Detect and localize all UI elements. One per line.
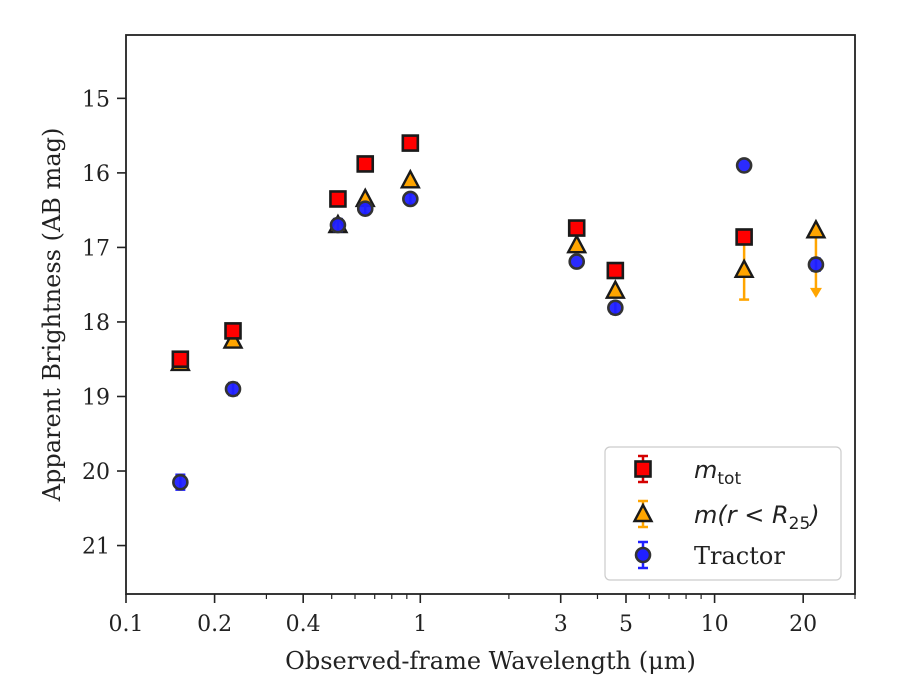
data-point <box>356 200 374 217</box>
x-tick-label: 5 <box>619 612 633 637</box>
data-point <box>567 219 586 237</box>
data-point <box>224 380 242 398</box>
data-point <box>401 134 420 152</box>
y-axis-title: Apparent Brightness (AB mag) <box>38 128 66 503</box>
legend-label: Tractor <box>694 542 785 570</box>
data-point <box>568 253 586 270</box>
y-tick-label: 19 <box>82 385 110 410</box>
y-axis-ticks: 15 16 17 18 19 20 21 <box>82 87 126 560</box>
plot-frame <box>125 34 856 595</box>
data-point <box>607 299 624 317</box>
data-point <box>329 216 347 234</box>
data-point <box>735 228 753 246</box>
data-point <box>402 190 419 208</box>
data-point <box>606 261 625 280</box>
x-tick-label: 0.1 <box>109 612 144 637</box>
legend-label: m(r < R25) <box>694 501 820 534</box>
y-tick-label: 15 <box>82 87 110 112</box>
data-series <box>169 134 827 491</box>
legend: mtot m(r < R25) Tractor <box>604 446 842 581</box>
legend-entry: m(r < R25) <box>632 499 820 534</box>
x-tick-label: 0.4 <box>286 612 321 637</box>
data-point <box>604 279 626 299</box>
legend-box <box>604 446 842 581</box>
y-tick-label: 18 <box>82 311 110 336</box>
x-tick-label: 20 <box>789 612 817 637</box>
data-point <box>356 155 375 173</box>
data-point <box>566 233 588 254</box>
data-point <box>329 190 347 208</box>
data-point <box>399 168 421 189</box>
legend-entry: mtot <box>634 454 741 489</box>
y-tick-label: 17 <box>82 236 110 261</box>
y-tick-label: 21 <box>82 535 110 560</box>
x-tick-label: 1 <box>413 612 427 637</box>
data-point <box>733 258 755 278</box>
series-circle <box>172 157 825 491</box>
y-tick-label: 20 <box>82 460 110 485</box>
data-point <box>172 473 189 491</box>
legend-entry: Tractor <box>634 540 785 570</box>
x-axis-title: Observed-frame Wavelength (μm) <box>285 647 696 675</box>
data-point <box>735 157 753 174</box>
legend-marker <box>634 460 652 478</box>
x-tick-label: 3 <box>554 612 568 637</box>
legend-marker <box>634 546 652 564</box>
x-axis-ticks: 0.1 0.2 0.4 1 3 5 10 20 <box>109 594 856 637</box>
data-point <box>224 322 242 340</box>
y-tick-label: 16 <box>82 162 110 187</box>
x-tick-label: 10 <box>701 612 729 637</box>
upper-limit-arrow <box>809 287 822 298</box>
legend-label: mtot <box>694 456 741 489</box>
data-point <box>807 256 825 273</box>
legend-marker <box>632 502 654 523</box>
data-point <box>805 218 827 239</box>
legend-entries: mtot m(r < R25) Tractor <box>632 454 820 570</box>
data-point <box>171 350 190 369</box>
x-tick-label: 0.2 <box>197 612 232 637</box>
series-square <box>171 134 753 369</box>
